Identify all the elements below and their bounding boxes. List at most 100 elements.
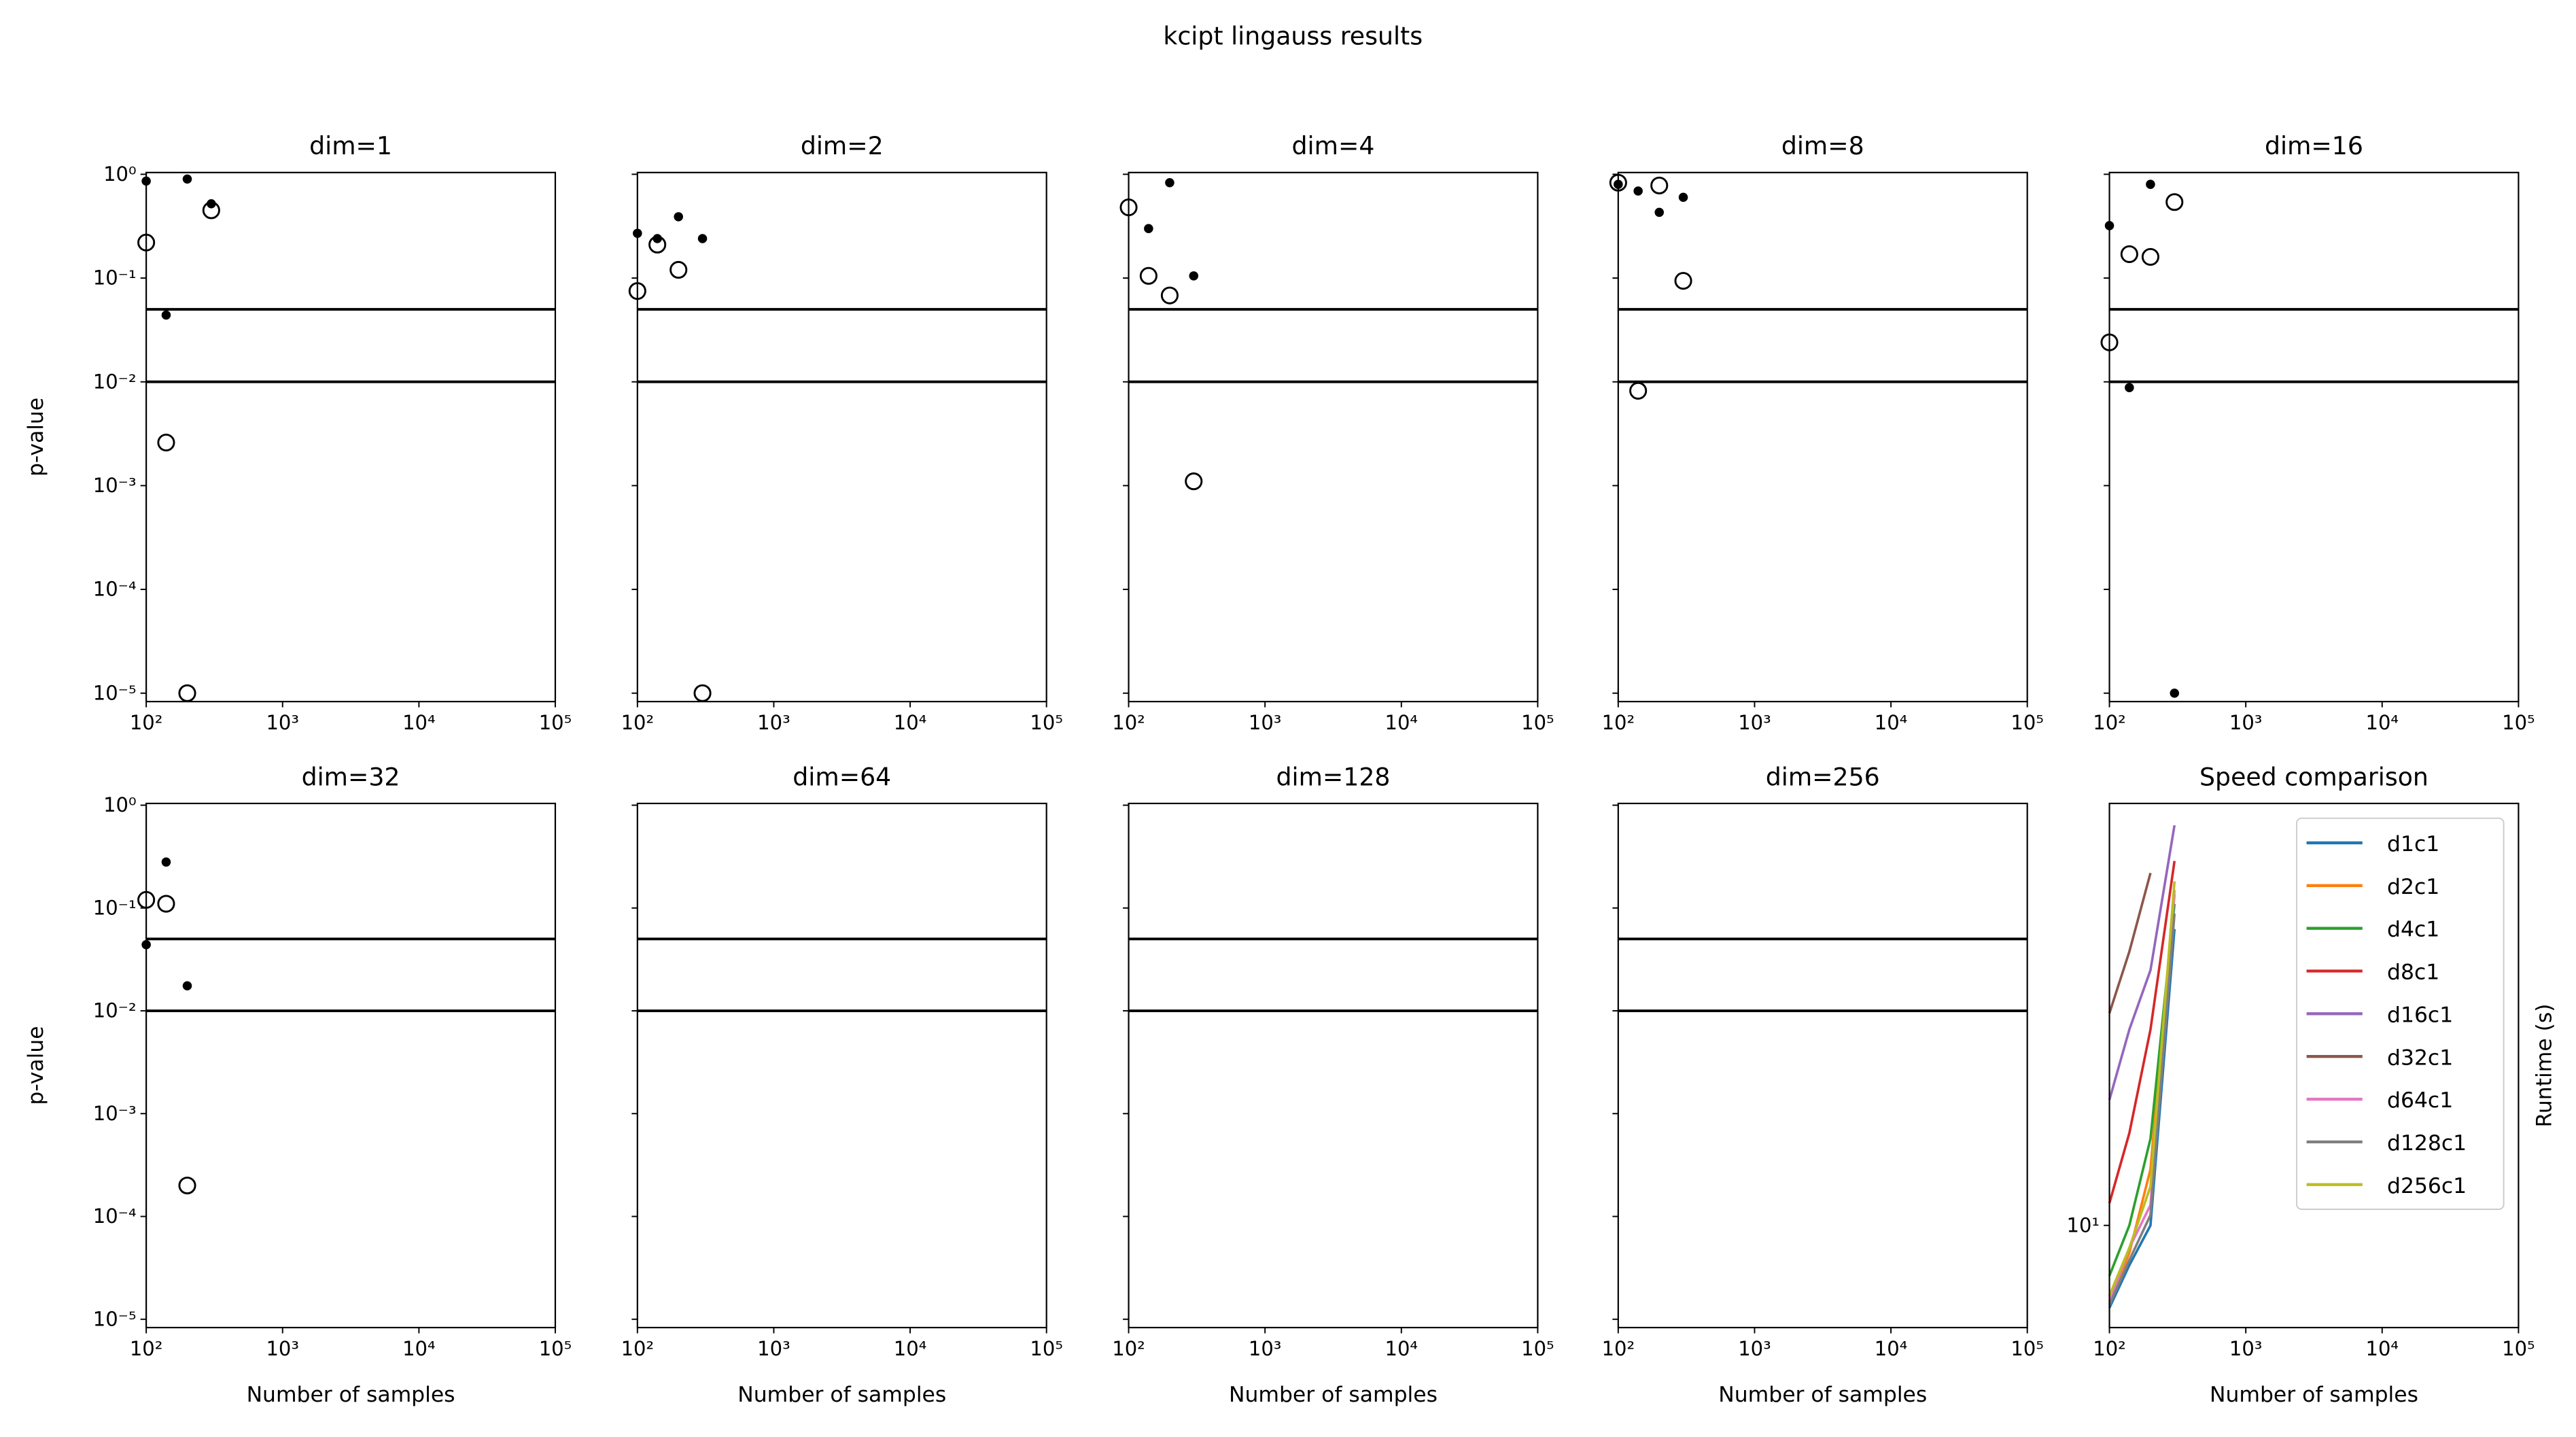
y-tick-label: 10⁻² bbox=[93, 370, 137, 393]
x-tick-label: 10⁴ bbox=[402, 1337, 436, 1360]
panel-title: dim=16 bbox=[2265, 131, 2363, 160]
point bbox=[1678, 192, 1688, 203]
x-tick-label: 10³ bbox=[1738, 1337, 1771, 1360]
line bbox=[2108, 861, 2176, 1204]
point bbox=[1139, 266, 1158, 285]
point bbox=[2146, 179, 2155, 189]
legend-label: d2c1 bbox=[2387, 875, 2439, 899]
x-tick-label: 10⁵ bbox=[539, 711, 572, 734]
point bbox=[1633, 186, 1643, 196]
point bbox=[674, 212, 683, 222]
line bbox=[2108, 872, 2152, 1014]
point bbox=[1144, 224, 1153, 233]
x-tick-label: 10⁴ bbox=[894, 1337, 927, 1360]
point bbox=[2141, 247, 2159, 266]
x-tick-label: 10³ bbox=[1249, 1337, 1282, 1360]
point bbox=[2120, 245, 2138, 263]
point bbox=[1165, 177, 1174, 188]
legend-label: d1c1 bbox=[2387, 832, 2439, 856]
point bbox=[202, 201, 220, 220]
legend-box bbox=[2296, 817, 2505, 1210]
x-tick-label: 10² bbox=[130, 1337, 163, 1360]
x-tick-label: 10² bbox=[621, 1337, 655, 1360]
x-tick-label: 10⁵ bbox=[2502, 1337, 2535, 1360]
y-tick-label: 10⁻⁵ bbox=[93, 681, 137, 704]
x-tick-label: 10² bbox=[130, 711, 163, 734]
x-tick-label: 10⁵ bbox=[2502, 711, 2535, 734]
x-tick-label: 10⁵ bbox=[1030, 1337, 1063, 1360]
x-tick-label: 10⁴ bbox=[1385, 1337, 1418, 1360]
plot-frame bbox=[145, 802, 557, 1329]
panel-title: dim=256 bbox=[1766, 762, 1880, 791]
point bbox=[669, 260, 688, 279]
x-tick-label: 10⁴ bbox=[1875, 1337, 1908, 1360]
point bbox=[1185, 472, 1203, 491]
x-tick-label: 10⁵ bbox=[2011, 711, 2044, 734]
point bbox=[157, 895, 175, 913]
point bbox=[161, 857, 171, 867]
y-tick-label: 10⁰ bbox=[103, 793, 137, 816]
y-tick-label: 10¹ bbox=[2067, 1213, 2100, 1236]
y-tick-label: 10⁻¹ bbox=[93, 266, 137, 290]
line bbox=[2108, 825, 2176, 1101]
point bbox=[2125, 383, 2134, 392]
panel-title: Speed comparison bbox=[2199, 762, 2429, 791]
plot-frame bbox=[2108, 802, 2520, 1329]
panel-title: dim=4 bbox=[1292, 131, 1375, 160]
x-axis-label: Number of samples bbox=[737, 1383, 946, 1407]
plot-frame bbox=[1128, 171, 1539, 703]
x-tick-label: 10³ bbox=[2229, 1337, 2263, 1360]
y-tick-label: 10⁻⁴ bbox=[93, 1205, 137, 1228]
x-tick-label: 10² bbox=[1112, 1337, 1145, 1360]
y-tick-label: 10⁻⁵ bbox=[93, 1307, 137, 1330]
panel-title: dim=64 bbox=[793, 762, 891, 791]
y-tick-label: 10⁻³ bbox=[93, 474, 137, 497]
panel-title: dim=8 bbox=[1781, 131, 1864, 160]
x-tick-label: 10² bbox=[2093, 711, 2126, 734]
x-tick-label: 10⁴ bbox=[1385, 711, 1418, 734]
point bbox=[207, 198, 216, 209]
x-tick-label: 10³ bbox=[266, 711, 299, 734]
legend-label: d32c1 bbox=[2387, 1045, 2453, 1070]
x-tick-label: 10⁵ bbox=[539, 1337, 572, 1360]
x-tick-label: 10³ bbox=[266, 1337, 299, 1360]
x-tick-label: 10³ bbox=[1738, 711, 1771, 734]
plot-frame bbox=[2108, 171, 2520, 703]
legend-label: d64c1 bbox=[2387, 1088, 2453, 1113]
panel-title: dim=128 bbox=[1276, 762, 1390, 791]
plot-frame bbox=[636, 802, 1047, 1329]
point bbox=[1189, 271, 1199, 281]
figure-title: kcipt lingauss results bbox=[1163, 21, 1423, 50]
x-tick-label: 10⁴ bbox=[894, 711, 927, 734]
point bbox=[157, 434, 175, 452]
x-tick-label: 10³ bbox=[757, 1337, 790, 1360]
line bbox=[2108, 913, 2176, 1306]
x-axis-label: Number of samples bbox=[1718, 1383, 1927, 1407]
x-tick-label: 10³ bbox=[757, 711, 790, 734]
x-axis-label: Number of samples bbox=[2210, 1383, 2418, 1407]
x-tick-label: 10² bbox=[1112, 711, 1145, 734]
point bbox=[652, 234, 662, 243]
y-tick-label: 10⁻² bbox=[93, 999, 137, 1022]
line bbox=[2108, 881, 2176, 1296]
point bbox=[161, 310, 171, 320]
legend-label: d16c1 bbox=[2387, 1003, 2453, 1027]
x-tick-label: 10² bbox=[621, 711, 655, 734]
y-tick-label: 10⁻¹ bbox=[93, 896, 137, 919]
x-tick-label: 10² bbox=[1602, 1337, 1635, 1360]
point bbox=[1629, 381, 1648, 400]
panel-title: dim=2 bbox=[801, 131, 884, 160]
point bbox=[697, 234, 708, 243]
plot-frame bbox=[1617, 802, 2028, 1329]
point bbox=[1674, 272, 1692, 290]
point bbox=[182, 174, 192, 184]
x-axis-label: Number of samples bbox=[1229, 1383, 1438, 1407]
panel-title: dim=1 bbox=[309, 131, 392, 160]
x-tick-label: 10⁴ bbox=[2366, 1337, 2399, 1360]
x-tick-label: 10² bbox=[2093, 1337, 2126, 1360]
point bbox=[2170, 688, 2180, 698]
y-tick-label: 10⁻⁴ bbox=[93, 578, 137, 601]
point bbox=[1654, 207, 1664, 218]
